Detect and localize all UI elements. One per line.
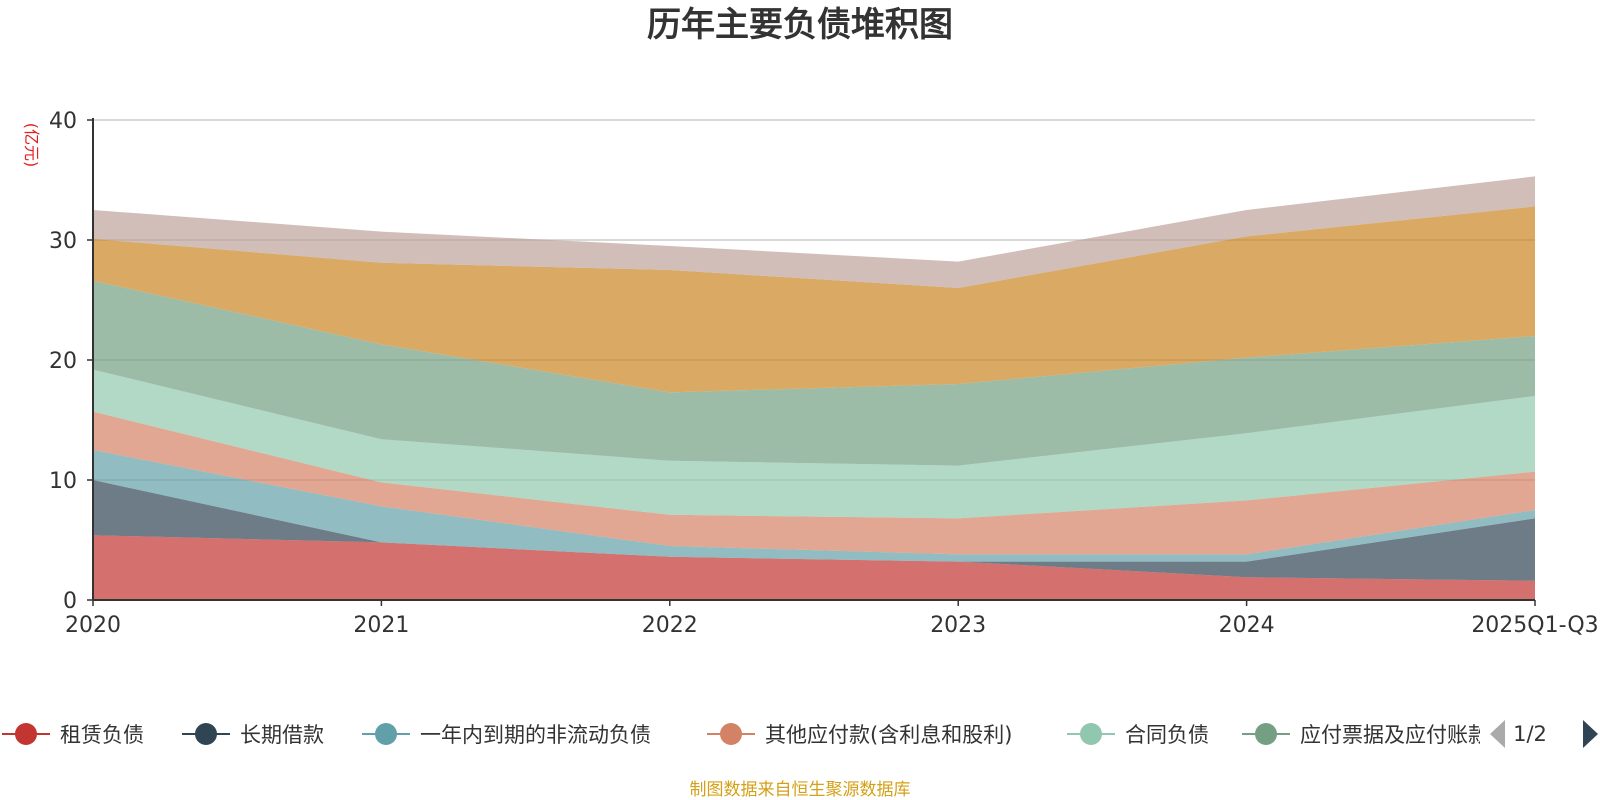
legend-item[interactable]: 租赁负债 [2, 723, 144, 747]
x-tick-label: 2022 [642, 613, 698, 638]
legend-item[interactable]: 合同负债 [1067, 723, 1209, 747]
legend-prev-page-icon[interactable] [1490, 720, 1505, 748]
chart-title: 历年主要负债堆积图 [647, 5, 953, 45]
area-series[interactable] [93, 369, 1535, 519]
legend-item[interactable]: 一年内到期的非流动负债 [362, 723, 651, 747]
x-tick-label: 2023 [930, 613, 986, 638]
area-series[interactable] [93, 176, 1535, 288]
legend-label: 应付票据及应付账款 [1300, 723, 1489, 747]
y-tick-label: 0 [63, 589, 77, 614]
area-series[interactable] [93, 206, 1535, 393]
legend-circle-marker [720, 723, 742, 745]
y-tick-label: 40 [49, 109, 77, 134]
axes: 0 10 20 30 40 2020 2021 2022 2023 2024 2025Q1-Q3 [49, 109, 1599, 638]
legend-label: 租赁负债 [60, 723, 144, 747]
area-series[interactable] [93, 535, 1535, 600]
area-series[interactable] [93, 450, 1535, 562]
area-series[interactable] [93, 480, 1535, 581]
legend-circle-marker [1080, 723, 1102, 745]
legend-circle-marker [375, 723, 397, 745]
legend-label: 一年内到期的非流动负债 [420, 723, 651, 747]
area-series[interactable] [93, 280, 1535, 466]
x-tick-label: 2020 [65, 613, 121, 638]
x-tick-label: 2024 [1219, 613, 1275, 638]
legend-next-page-icon[interactable] [1583, 720, 1598, 748]
stacked-areas [93, 176, 1535, 600]
legend-circle-marker [1255, 723, 1277, 745]
data-source-note: 制图数据来自恒生聚源数据库 [690, 780, 911, 800]
y-tick-label: 30 [49, 229, 77, 254]
legend-label: 长期借款 [240, 723, 324, 747]
legend-label: 合同负债 [1125, 723, 1209, 747]
x-tick-label: 2021 [353, 613, 409, 638]
legend-label: 其他应付款(含利息和股利) [765, 723, 1012, 747]
y-tick-label: 20 [49, 349, 77, 374]
legend: 租赁负债 长期借款 一年内到期的非流动负债 其他应付款(含利息和股利) 合同负债 应付票据… [2, 723, 1489, 747]
area-series[interactable] [93, 411, 1535, 555]
legend-pager: 1/2 [1490, 720, 1598, 748]
y-tick-label: 10 [49, 469, 77, 494]
legend-item[interactable]: 长期借款 [182, 723, 324, 747]
legend-circle-marker [195, 723, 217, 745]
y-axis-unit-label: (亿元) [22, 123, 41, 168]
legend-circle-marker [15, 723, 37, 745]
legend-item[interactable]: 其他应付款(含利息和股利) [707, 723, 1012, 747]
x-tick-label: 2025Q1-Q3 [1471, 613, 1598, 638]
legend-item[interactable]: 应付票据及应付账款 [1242, 723, 1489, 747]
legend-page-indicator: 1/2 [1513, 722, 1547, 746]
